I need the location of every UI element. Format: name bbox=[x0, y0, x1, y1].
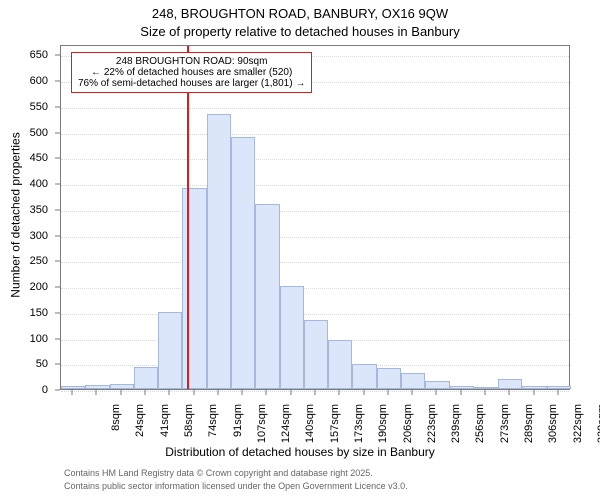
histogram-bar bbox=[231, 137, 255, 389]
histogram-bar bbox=[498, 379, 522, 389]
chart-plot-area: 248 BROUGHTON ROAD: 90sqm ← 22% of detac… bbox=[60, 45, 570, 390]
callout-line-1: 248 BROUGHTON ROAD: 90sqm bbox=[78, 56, 305, 67]
chart-title-line1: 248, BROUGHTON ROAD, BANBURY, OX16 9QW bbox=[0, 6, 600, 21]
histogram-bar bbox=[85, 385, 109, 389]
histogram-bar bbox=[547, 386, 571, 389]
ytick-label: 250 bbox=[0, 255, 48, 267]
histogram-bar bbox=[425, 381, 449, 389]
ytick-label: 150 bbox=[0, 307, 48, 319]
histogram-bar bbox=[401, 373, 425, 389]
histogram-bar bbox=[158, 312, 182, 389]
callout-line-3: 76% of semi-detached houses are larger (… bbox=[78, 78, 305, 89]
footer-line-2: Contains public sector information licen… bbox=[64, 481, 408, 491]
ytick-label: 100 bbox=[0, 333, 48, 345]
histogram-bar bbox=[522, 386, 546, 389]
histogram-bar bbox=[450, 386, 474, 389]
ytick-label: 450 bbox=[0, 152, 48, 164]
callout-box: 248 BROUGHTON ROAD: 90sqm ← 22% of detac… bbox=[71, 52, 312, 93]
histogram-bar bbox=[328, 340, 352, 389]
footer-line-1: Contains HM Land Registry data © Crown c… bbox=[64, 468, 373, 478]
histogram-bar bbox=[134, 367, 158, 389]
ytick-label: 500 bbox=[0, 127, 48, 139]
callout-line-2: ← 22% of detached houses are smaller (52… bbox=[78, 67, 305, 78]
histogram-bar bbox=[255, 204, 279, 389]
ytick-label: 300 bbox=[0, 230, 48, 242]
ytick-label: 650 bbox=[0, 49, 48, 61]
ytick-label: 400 bbox=[0, 178, 48, 190]
chart-title-line2: Size of property relative to detached ho… bbox=[0, 24, 600, 39]
histogram-bar bbox=[207, 114, 231, 389]
histogram-bar bbox=[474, 387, 498, 389]
reference-line bbox=[187, 46, 189, 389]
histogram-bar bbox=[377, 368, 401, 389]
ytick-label: 50 bbox=[0, 358, 48, 370]
histogram-bar bbox=[280, 286, 304, 389]
histogram-bar bbox=[304, 320, 328, 390]
histogram-bar bbox=[182, 188, 206, 389]
ytick-label: 200 bbox=[0, 281, 48, 293]
ytick-label: 600 bbox=[0, 75, 48, 87]
x-axis-label: Distribution of detached houses by size … bbox=[0, 445, 600, 459]
ytick-label: 550 bbox=[0, 101, 48, 113]
histogram-bar bbox=[110, 384, 134, 389]
histogram-bar bbox=[61, 386, 85, 389]
histogram-bar bbox=[352, 364, 376, 389]
ytick-label: 350 bbox=[0, 204, 48, 216]
ytick-label: 0 bbox=[0, 384, 48, 396]
